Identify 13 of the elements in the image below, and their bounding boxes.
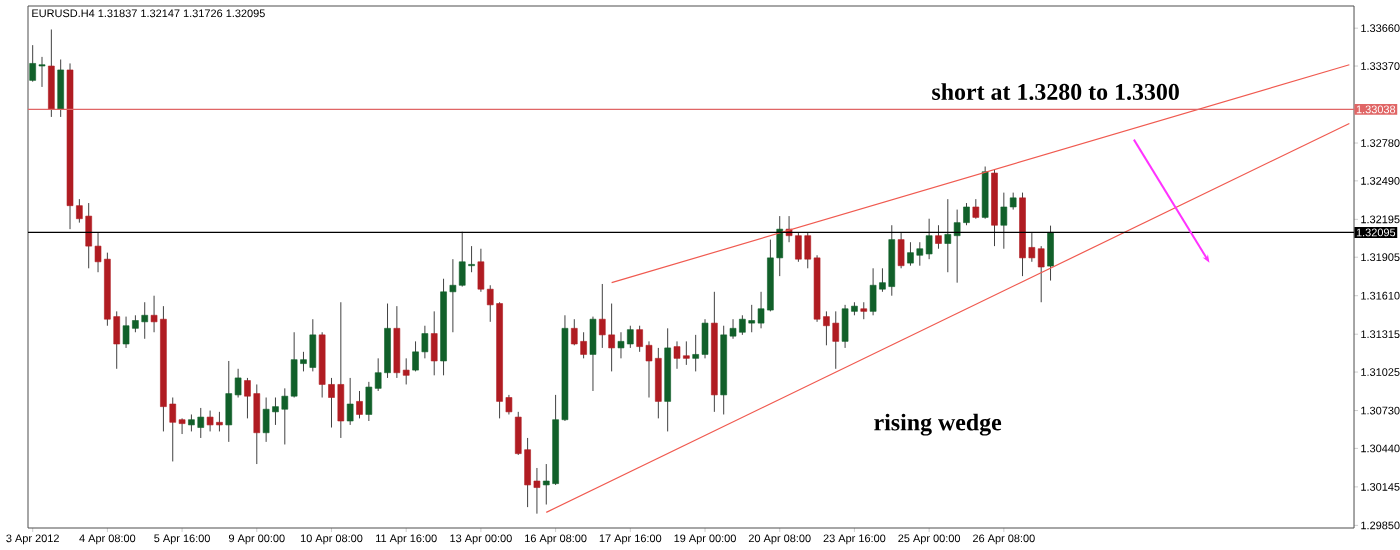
candlestick bbox=[48, 28, 55, 118]
candlestick bbox=[972, 198, 980, 220]
annotation: short at 1.3280 to 1.3300 bbox=[932, 83, 1179, 101]
annotation: rising wedge bbox=[874, 413, 1002, 436]
candlestick bbox=[897, 232, 905, 269]
candlestick bbox=[430, 310, 438, 376]
candlestick bbox=[356, 390, 363, 419]
candlestick bbox=[57, 59, 64, 118]
candlestick bbox=[981, 166, 989, 220]
candlestick bbox=[1047, 225, 1054, 282]
candlestick bbox=[589, 316, 597, 392]
candlestick bbox=[935, 224, 942, 250]
candlestick bbox=[346, 377, 354, 426]
